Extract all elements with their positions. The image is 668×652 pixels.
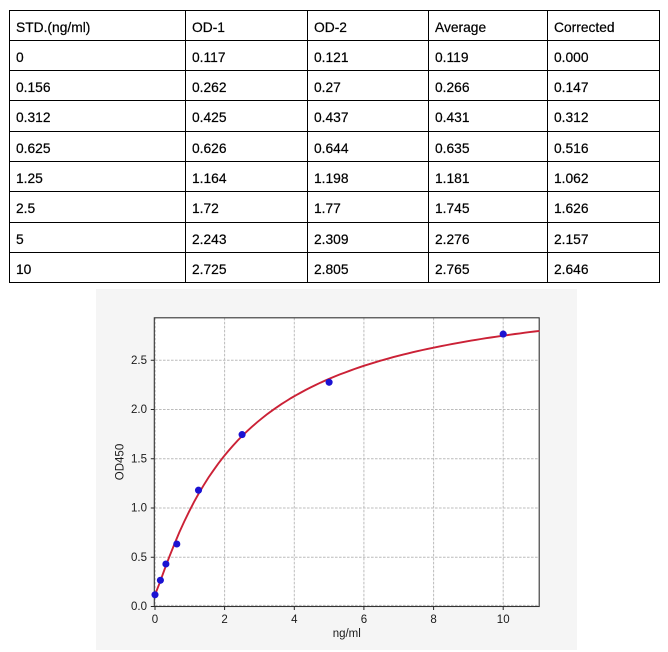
svg-text:6: 6 (361, 614, 367, 626)
svg-text:0: 0 (152, 614, 158, 626)
svg-text:1.0: 1.0 (131, 503, 147, 515)
svg-text:4: 4 (291, 614, 298, 626)
svg-text:0.0: 0.0 (131, 601, 147, 613)
svg-text:8: 8 (430, 614, 436, 626)
svg-text:10: 10 (497, 614, 510, 626)
svg-text:0.5: 0.5 (131, 552, 147, 564)
svg-text:1.5: 1.5 (131, 453, 147, 465)
svg-text:2: 2 (221, 614, 227, 626)
svg-text:ng/ml: ng/ml (333, 628, 361, 640)
svg-text:2.0: 2.0 (131, 404, 147, 416)
svg-text:2.5: 2.5 (131, 355, 147, 367)
svg-text:OD450: OD450 (115, 444, 127, 480)
